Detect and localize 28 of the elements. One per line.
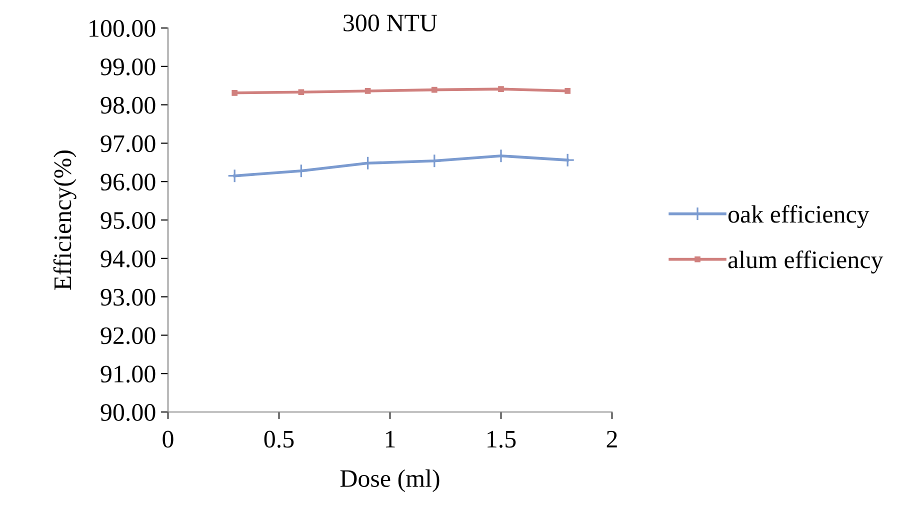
x-tick-label: 2	[606, 430, 617, 448]
y-tick-label: 94.00	[100, 250, 156, 268]
point	[364, 88, 371, 94]
y-tick-label: 92.00	[100, 327, 156, 344]
chart-title: 300 NTU	[344, 14, 438, 32]
point	[498, 86, 504, 92]
y-axis-title: Efficiency(%)	[53, 150, 76, 290]
x-tick-label: 1.5	[488, 430, 516, 448]
legend-label: alum efficiency	[728, 250, 884, 274]
y-tick-label: 96.00	[100, 174, 156, 191]
y-tick-label: 91.00	[100, 366, 156, 383]
y-tick-label: 100.00	[90, 20, 156, 38]
y-tick-label: 95.00	[100, 212, 156, 230]
y-tick-label: 98.00	[100, 96, 156, 114]
x-axis-title: Dose (ml)	[340, 469, 440, 492]
point	[232, 90, 238, 96]
point	[298, 89, 304, 96]
point	[564, 88, 571, 94]
y-tick-label: 97.00	[100, 135, 156, 152]
point	[228, 168, 242, 183]
x-tick-label: 0.5	[264, 430, 294, 448]
y-tick-label: 93.00	[100, 288, 156, 306]
point	[431, 86, 438, 93]
x-tick-label: 1	[386, 430, 395, 448]
legend-label: oak efficiency	[728, 204, 870, 228]
y-tick-label: 90.00	[100, 404, 156, 422]
x-tick-label: 0	[162, 430, 174, 448]
y-tick-label: 99.00	[100, 58, 156, 76]
